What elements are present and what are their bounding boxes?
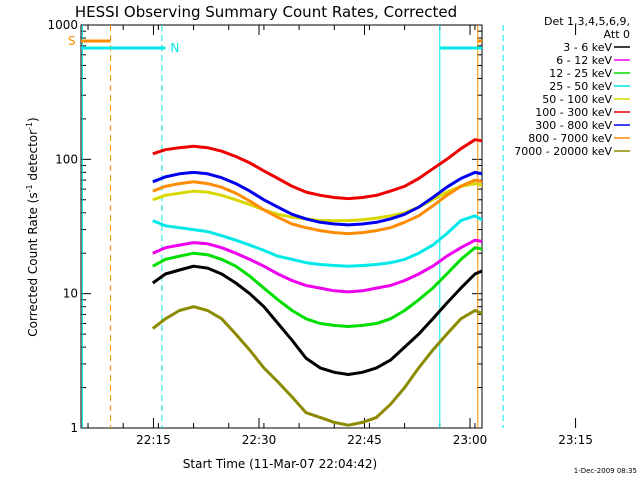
x-axis-label: Start Time (11-Mar-07 22:04:42): [183, 457, 377, 471]
plot-area: 110100100022:1522:3022:4523:0023:1523:30…: [47, 18, 593, 447]
y-axis-label: Corrected Count Rate (s-1 detector-1): [25, 117, 40, 336]
flag-label: N: [170, 41, 179, 55]
x-tick-label: 22:45: [347, 433, 382, 447]
legend-entry: 7000 - 20000 keV: [514, 145, 612, 158]
series-line: [152, 214, 482, 268]
legend-entry: 3 - 6 keV: [563, 41, 612, 54]
series-line: [152, 138, 482, 201]
series-line: [151, 264, 482, 376]
x-tick-label: 22:15: [136, 433, 171, 447]
legend-header: Det 1,3,4,5,6,9,: [544, 15, 630, 28]
series-line: [152, 246, 482, 328]
legend-entry: 6 - 12 keV: [556, 54, 612, 67]
y-tick-label: 100: [55, 152, 78, 166]
legend-entry: 800 - 7000 keV: [528, 132, 612, 145]
x-tick-label: 23:15: [558, 433, 593, 447]
legend-entry: 100 - 300 keV: [535, 106, 612, 119]
series-line: [152, 238, 482, 294]
legend-entry: 300 - 800 keV: [535, 119, 612, 132]
y-tick-label: 1: [70, 421, 78, 435]
x-tick-label: 23:00: [453, 433, 488, 447]
y-tick-label: 10: [63, 287, 78, 301]
legend-entry: 50 - 100 keV: [542, 93, 612, 106]
chart-title: HESSI Observing Summary Count Rates, Cor…: [75, 3, 457, 21]
plot-frame: [80, 24, 483, 429]
footer-timestamp: 1-Dec-2009 08:35: [574, 467, 637, 475]
series-line: [152, 182, 482, 223]
series-line: [152, 178, 482, 236]
legend-entry: 12 - 25 keV: [549, 67, 612, 80]
series-line: [152, 170, 482, 227]
flag-label: S: [68, 34, 76, 48]
series-line: [151, 305, 482, 427]
legend-entry: 25 - 50 keV: [549, 80, 612, 93]
y-tick-label: 1000: [47, 18, 78, 32]
x-tick-label: 22:30: [242, 433, 277, 447]
legend-header: Att 0: [604, 28, 630, 41]
